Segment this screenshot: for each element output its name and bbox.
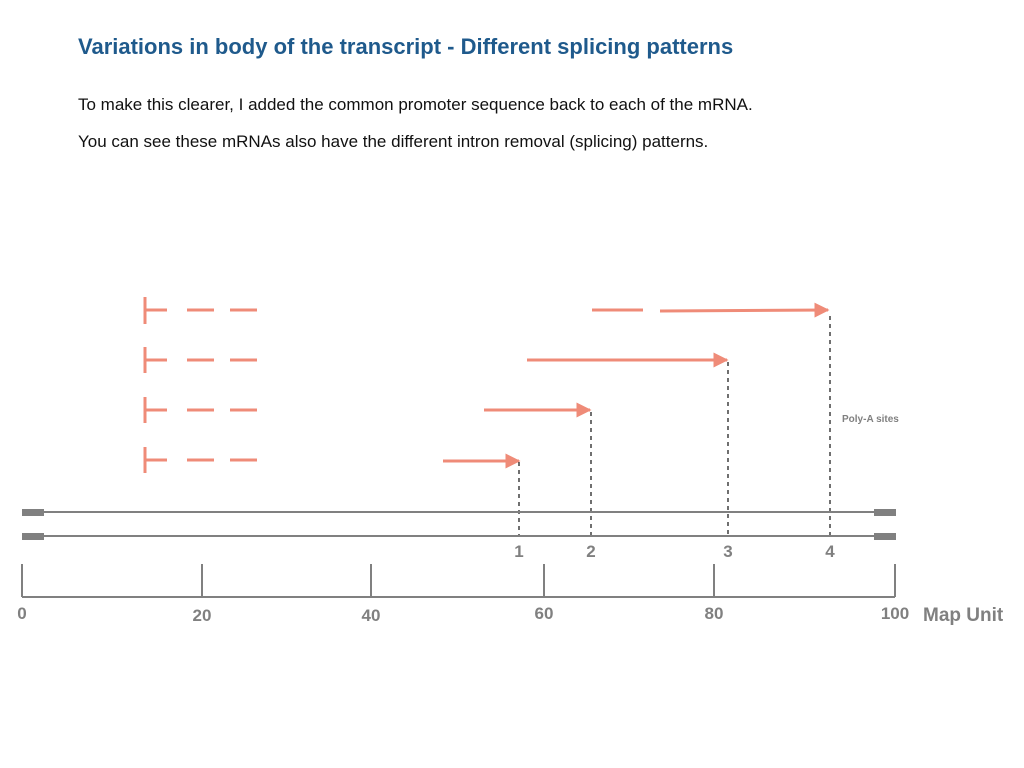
dna-end-cap bbox=[874, 509, 896, 516]
mrna-transcript-4 bbox=[143, 447, 521, 473]
polya-site-number-2: 2 bbox=[586, 542, 595, 561]
polya-site-number-3: 3 bbox=[723, 542, 732, 561]
axis-tick-label: 20 bbox=[193, 606, 212, 625]
axis-unit-label: Map Unit bbox=[923, 605, 1004, 626]
polya-site-number-4: 4 bbox=[825, 542, 835, 561]
axis-tick-label: 0 bbox=[17, 604, 26, 623]
map-axis bbox=[21, 564, 896, 598]
mrna-transcript-2 bbox=[143, 347, 729, 373]
slide-title: Variations in body of the transcript - D… bbox=[78, 34, 734, 59]
mrna-transcript-1 bbox=[143, 297, 830, 324]
axis-tick-labels: 0 20 40 60 80 100 bbox=[17, 604, 909, 625]
polya-sites-label: Poly-A sites bbox=[842, 414, 899, 425]
axis-tick-label: 60 bbox=[535, 604, 554, 623]
axis-tick-label: 80 bbox=[705, 604, 724, 623]
dna-end-cap bbox=[22, 509, 44, 516]
polya-site-number-1: 1 bbox=[514, 542, 523, 561]
description-line-2: You can see these mRNAs also have the di… bbox=[78, 132, 709, 151]
axis-tick-label: 100 bbox=[881, 604, 909, 623]
polya-site-numbers: 1 2 3 4 bbox=[514, 542, 835, 561]
dna-end-cap bbox=[22, 533, 44, 540]
transcript-arrow bbox=[659, 302, 830, 318]
polya-guides bbox=[518, 316, 831, 536]
axis-tick-label: 40 bbox=[362, 606, 381, 625]
dna-end-cap bbox=[874, 533, 896, 540]
description-line-1: To make this clearer, I added the common… bbox=[78, 95, 753, 114]
dna-double-strand bbox=[22, 509, 896, 540]
mrna-transcript-3 bbox=[143, 397, 592, 423]
